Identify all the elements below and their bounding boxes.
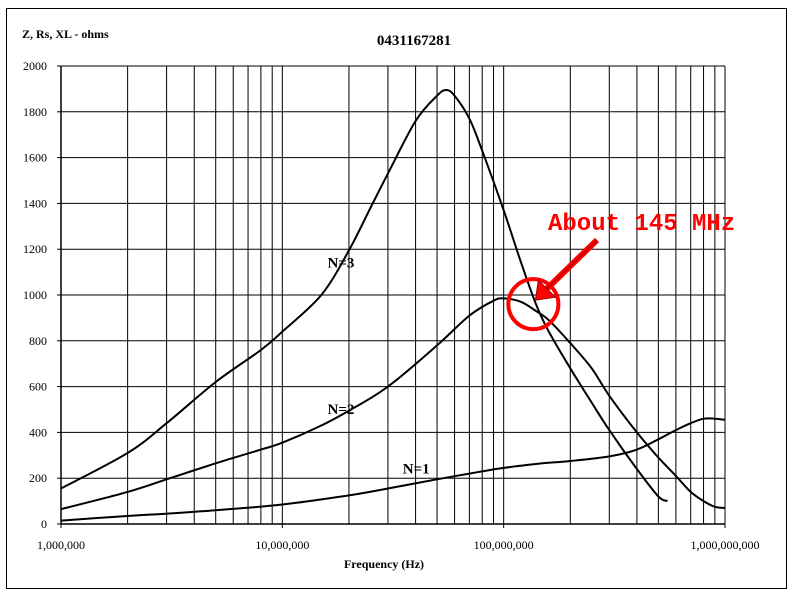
annotation-circle [506, 277, 561, 332]
axes [57, 65, 726, 528]
y-tick-label: 2000 [23, 59, 47, 73]
series-line-n-3 [60, 88, 668, 503]
y-tick-label: 400 [29, 425, 47, 439]
y-tick-label: 200 [29, 471, 47, 485]
x-tick-label: 1,000,000,000 [691, 538, 760, 552]
y-axis-label: Z, Rs, XL - ohms [22, 27, 109, 41]
y-tick-label: 1000 [23, 288, 47, 302]
series-line-n-1 [60, 417, 726, 522]
series-label-n-1: N=1 [403, 462, 430, 478]
y-tick-label: 1600 [23, 151, 47, 165]
x-tick-label: 1,000,000 [37, 538, 85, 552]
series-label-n-2: N=2 [328, 402, 355, 418]
annotation: About 145 MHz [506, 211, 735, 332]
series-labels: N=3 N=2 N=1 [328, 256, 430, 478]
x-tick-label: 10,000,000 [255, 538, 309, 552]
series-line-n-2 [60, 297, 726, 511]
series-lines [60, 88, 726, 522]
y-tick-label: 0 [41, 517, 47, 531]
y-tick-label: 800 [29, 334, 47, 348]
annotation-arrowhead [534, 279, 557, 301]
y-tick-label: 1200 [23, 242, 47, 256]
y-tick-label: 1800 [23, 105, 47, 119]
grid [60, 65, 726, 525]
annotation-arrow-outline [543, 239, 598, 293]
y-tick-label: 600 [29, 380, 47, 394]
chart-frame [6, 8, 787, 589]
y-tick-label: 1400 [23, 196, 47, 210]
chart-title: 0431167281 [377, 33, 451, 49]
tick-labels: 0 200 400 600 800 1000 1200 1400 1600 1800 2000 1,0… [23, 59, 760, 552]
x-axis-label: Frequency (Hz) [344, 557, 424, 571]
x-tick-label: 100,000,000 [474, 538, 534, 552]
series-label-n-3: N=3 [328, 256, 355, 272]
annotation-text: About 145 MHz [548, 211, 735, 238]
